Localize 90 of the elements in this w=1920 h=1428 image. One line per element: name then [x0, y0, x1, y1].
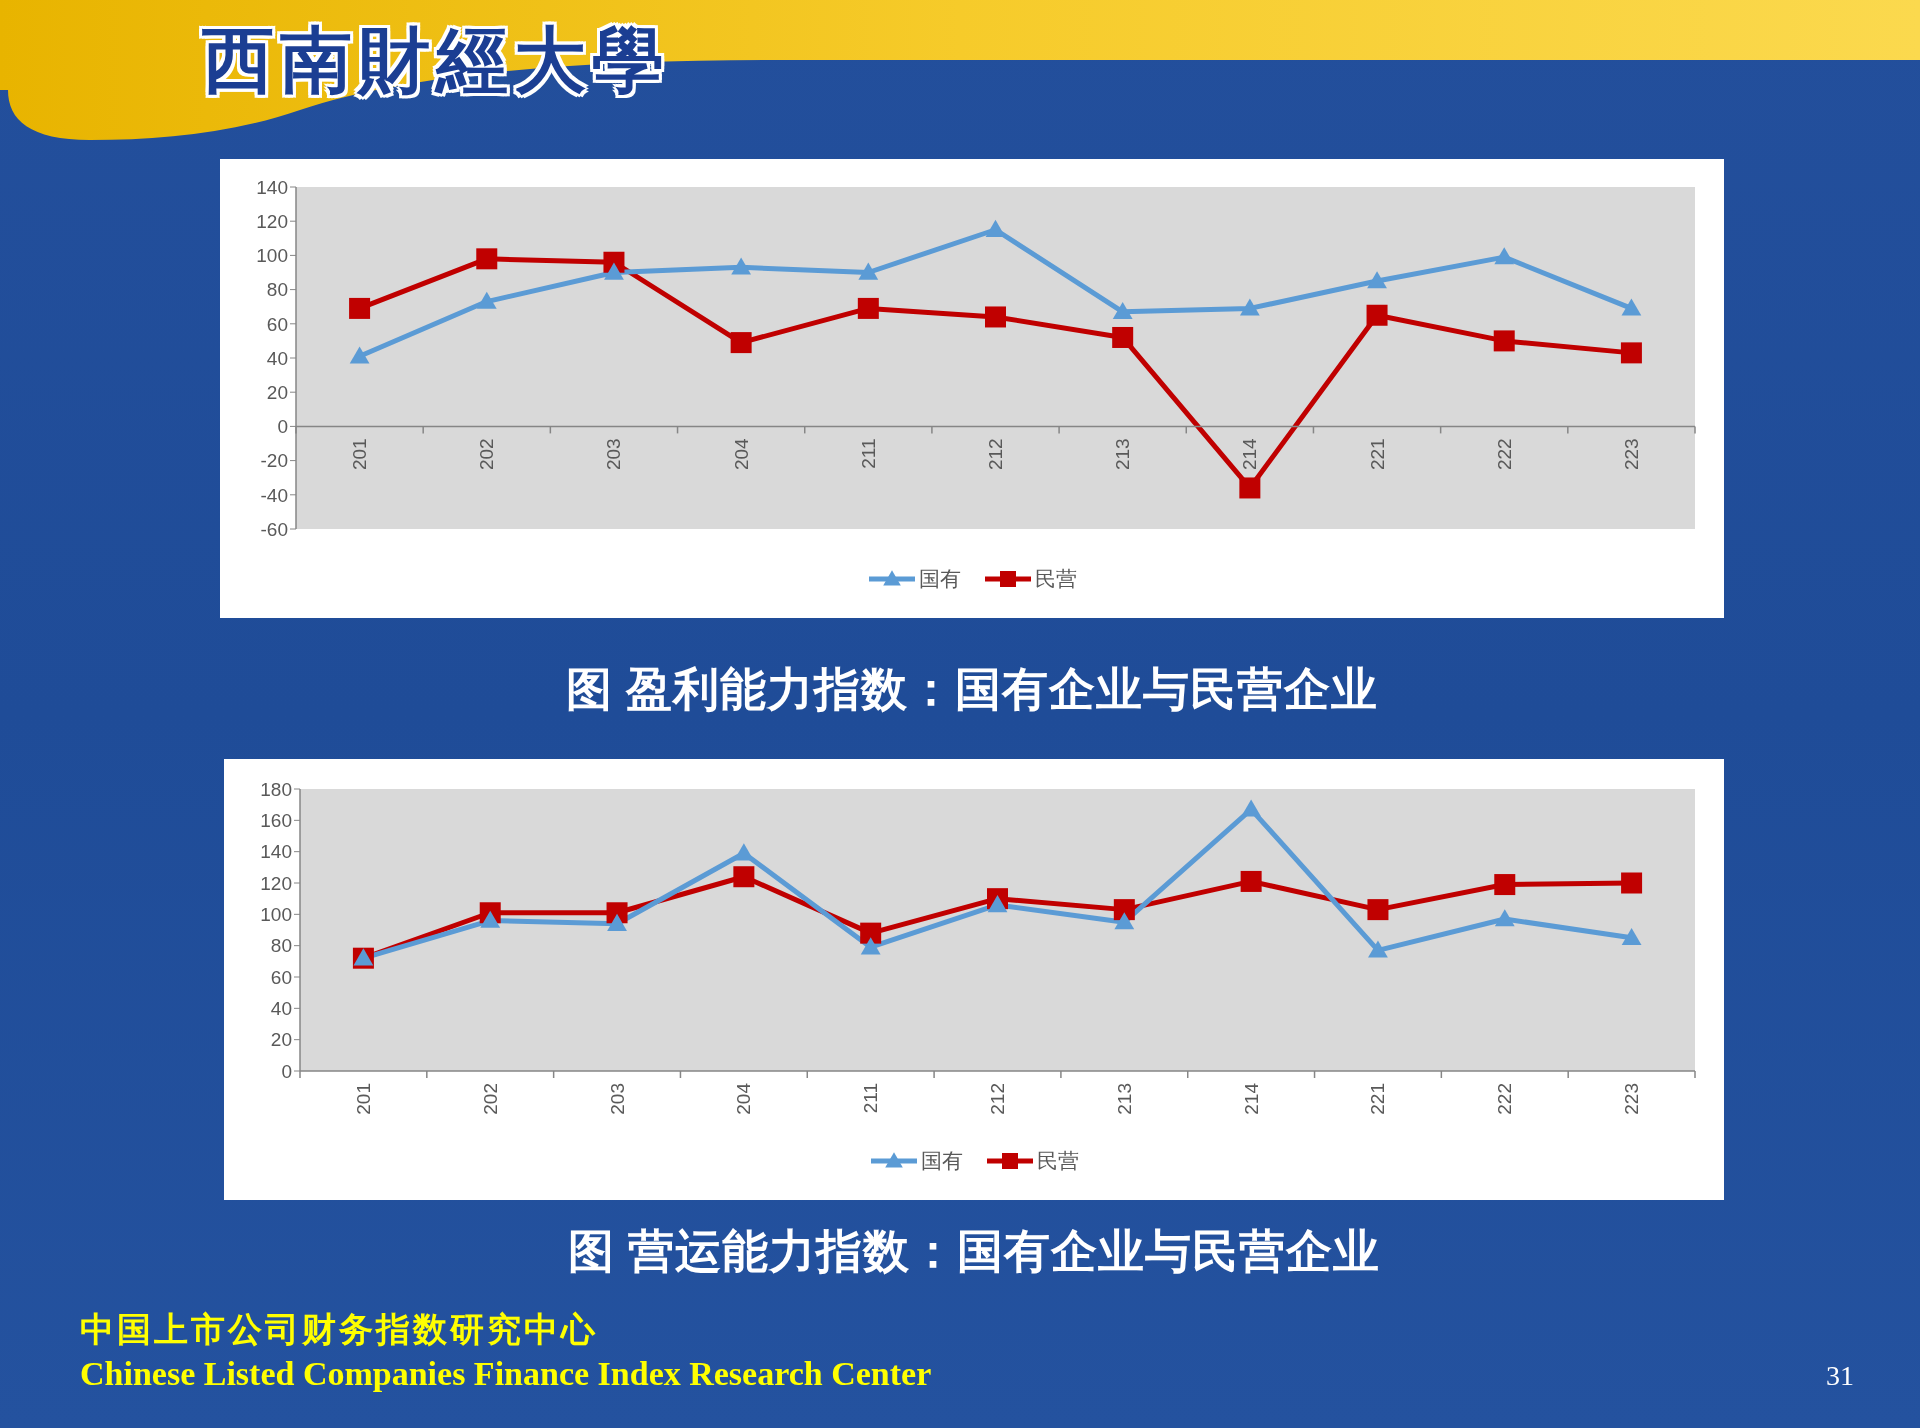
point [1367, 899, 1389, 921]
text: 中国上市公司财务指数研究中心 [80, 1311, 598, 1348]
y-tick-label: 120 [260, 872, 292, 894]
x-tick-label: 201 [352, 1083, 374, 1115]
x-tick-label: 204 [733, 1082, 755, 1115]
point [985, 219, 1006, 237]
legend-label: 民营 [1035, 566, 1077, 592]
point [730, 332, 752, 354]
point [1240, 870, 1262, 892]
point [604, 262, 624, 280]
point [858, 262, 879, 280]
x-tick-label: 213 [1113, 1083, 1135, 1115]
legend-label: 国有 [921, 1148, 963, 1174]
x-tick-label: 204 [730, 437, 752, 471]
point [476, 291, 497, 309]
point [860, 922, 882, 944]
x-tick-label: 201 [349, 438, 371, 471]
point [860, 937, 881, 955]
point [1621, 298, 1642, 316]
point [1368, 940, 1388, 958]
point [1494, 247, 1515, 265]
y-tick-label: 60 [266, 313, 288, 335]
x-tick-label: 221 [1366, 438, 1388, 471]
point [1494, 909, 1515, 927]
y-tick-label: 80 [266, 279, 288, 301]
point [733, 866, 755, 888]
y-tick-label: 0 [277, 416, 288, 438]
text: 图 营运能力指数：国有企业与民营企业 [567, 1225, 1381, 1277]
y-tick-label: -60 [260, 518, 288, 540]
x-tick-label: 202 [479, 1083, 501, 1115]
x-tick-label: 212 [987, 1083, 1008, 1115]
y-tick-label: -20 [260, 450, 288, 472]
point [1112, 301, 1133, 320]
x-tick-label: 202 [476, 438, 498, 471]
point [476, 248, 498, 270]
point [857, 297, 879, 319]
y-tick-label: 180 [260, 778, 292, 800]
point [1367, 271, 1387, 289]
x-tick-label: 222 [1494, 1083, 1516, 1115]
point [987, 895, 1008, 913]
x-tick-label: 223 [1620, 438, 1642, 471]
x-tick-label: 221 [1367, 1083, 1389, 1115]
y-tick-label: 60 [270, 966, 292, 988]
point [1621, 927, 1642, 946]
y-tick-label: 40 [266, 347, 288, 369]
point [1112, 326, 1134, 348]
point [1114, 912, 1135, 930]
legend-label: 国有 [919, 566, 961, 592]
point [1621, 872, 1643, 894]
legend-label: 民营 [1037, 1148, 1079, 1174]
point [985, 306, 1006, 328]
point [607, 913, 627, 931]
y-tick-label: 20 [266, 381, 288, 403]
point [1494, 874, 1516, 896]
point [1241, 799, 1262, 817]
x-tick-label: 214 [1239, 437, 1261, 471]
y-tick-label: 100 [260, 904, 292, 926]
x-tick-label: 212 [985, 438, 1006, 471]
y-tick-label: 140 [260, 841, 292, 863]
y-tick-label: 80 [270, 935, 292, 957]
x-tick-label: 213 [1112, 438, 1134, 471]
y-tick-label: 100 [256, 245, 288, 267]
text: 图 盈利能力指数：国有企业与民营企业 [565, 663, 1379, 715]
y-tick-label: 0 [281, 1060, 292, 1082]
text: Chinese Listed Companies Finance Index Research Center [80, 1355, 932, 1392]
y-tick-label: 40 [270, 998, 292, 1020]
point [480, 910, 501, 928]
point [1620, 342, 1642, 364]
point [733, 843, 754, 861]
y-tick-label: 120 [256, 210, 288, 232]
x-tick-label: 223 [1621, 1083, 1643, 1115]
x-tick-label: 222 [1493, 438, 1515, 471]
point [731, 257, 752, 275]
x-tick-label: 211 [857, 438, 879, 469]
point [1239, 298, 1260, 316]
text: 31 [1826, 1360, 1854, 1391]
x-tick-label: 203 [606, 1083, 628, 1115]
point [349, 297, 371, 319]
y-tick-label: 140 [256, 176, 288, 198]
y-tick-label: 160 [260, 810, 292, 832]
x-tick-label: 214 [1240, 1082, 1262, 1115]
x-tick-label: 203 [603, 438, 625, 471]
x-tick-label: 211 [860, 1083, 882, 1114]
point [1493, 330, 1515, 352]
y-tick-label: -40 [260, 484, 288, 506]
point [1239, 477, 1261, 499]
point [1366, 304, 1388, 326]
point [349, 346, 370, 364]
y-tick-label: 20 [270, 1029, 292, 1051]
point [1113, 899, 1135, 921]
